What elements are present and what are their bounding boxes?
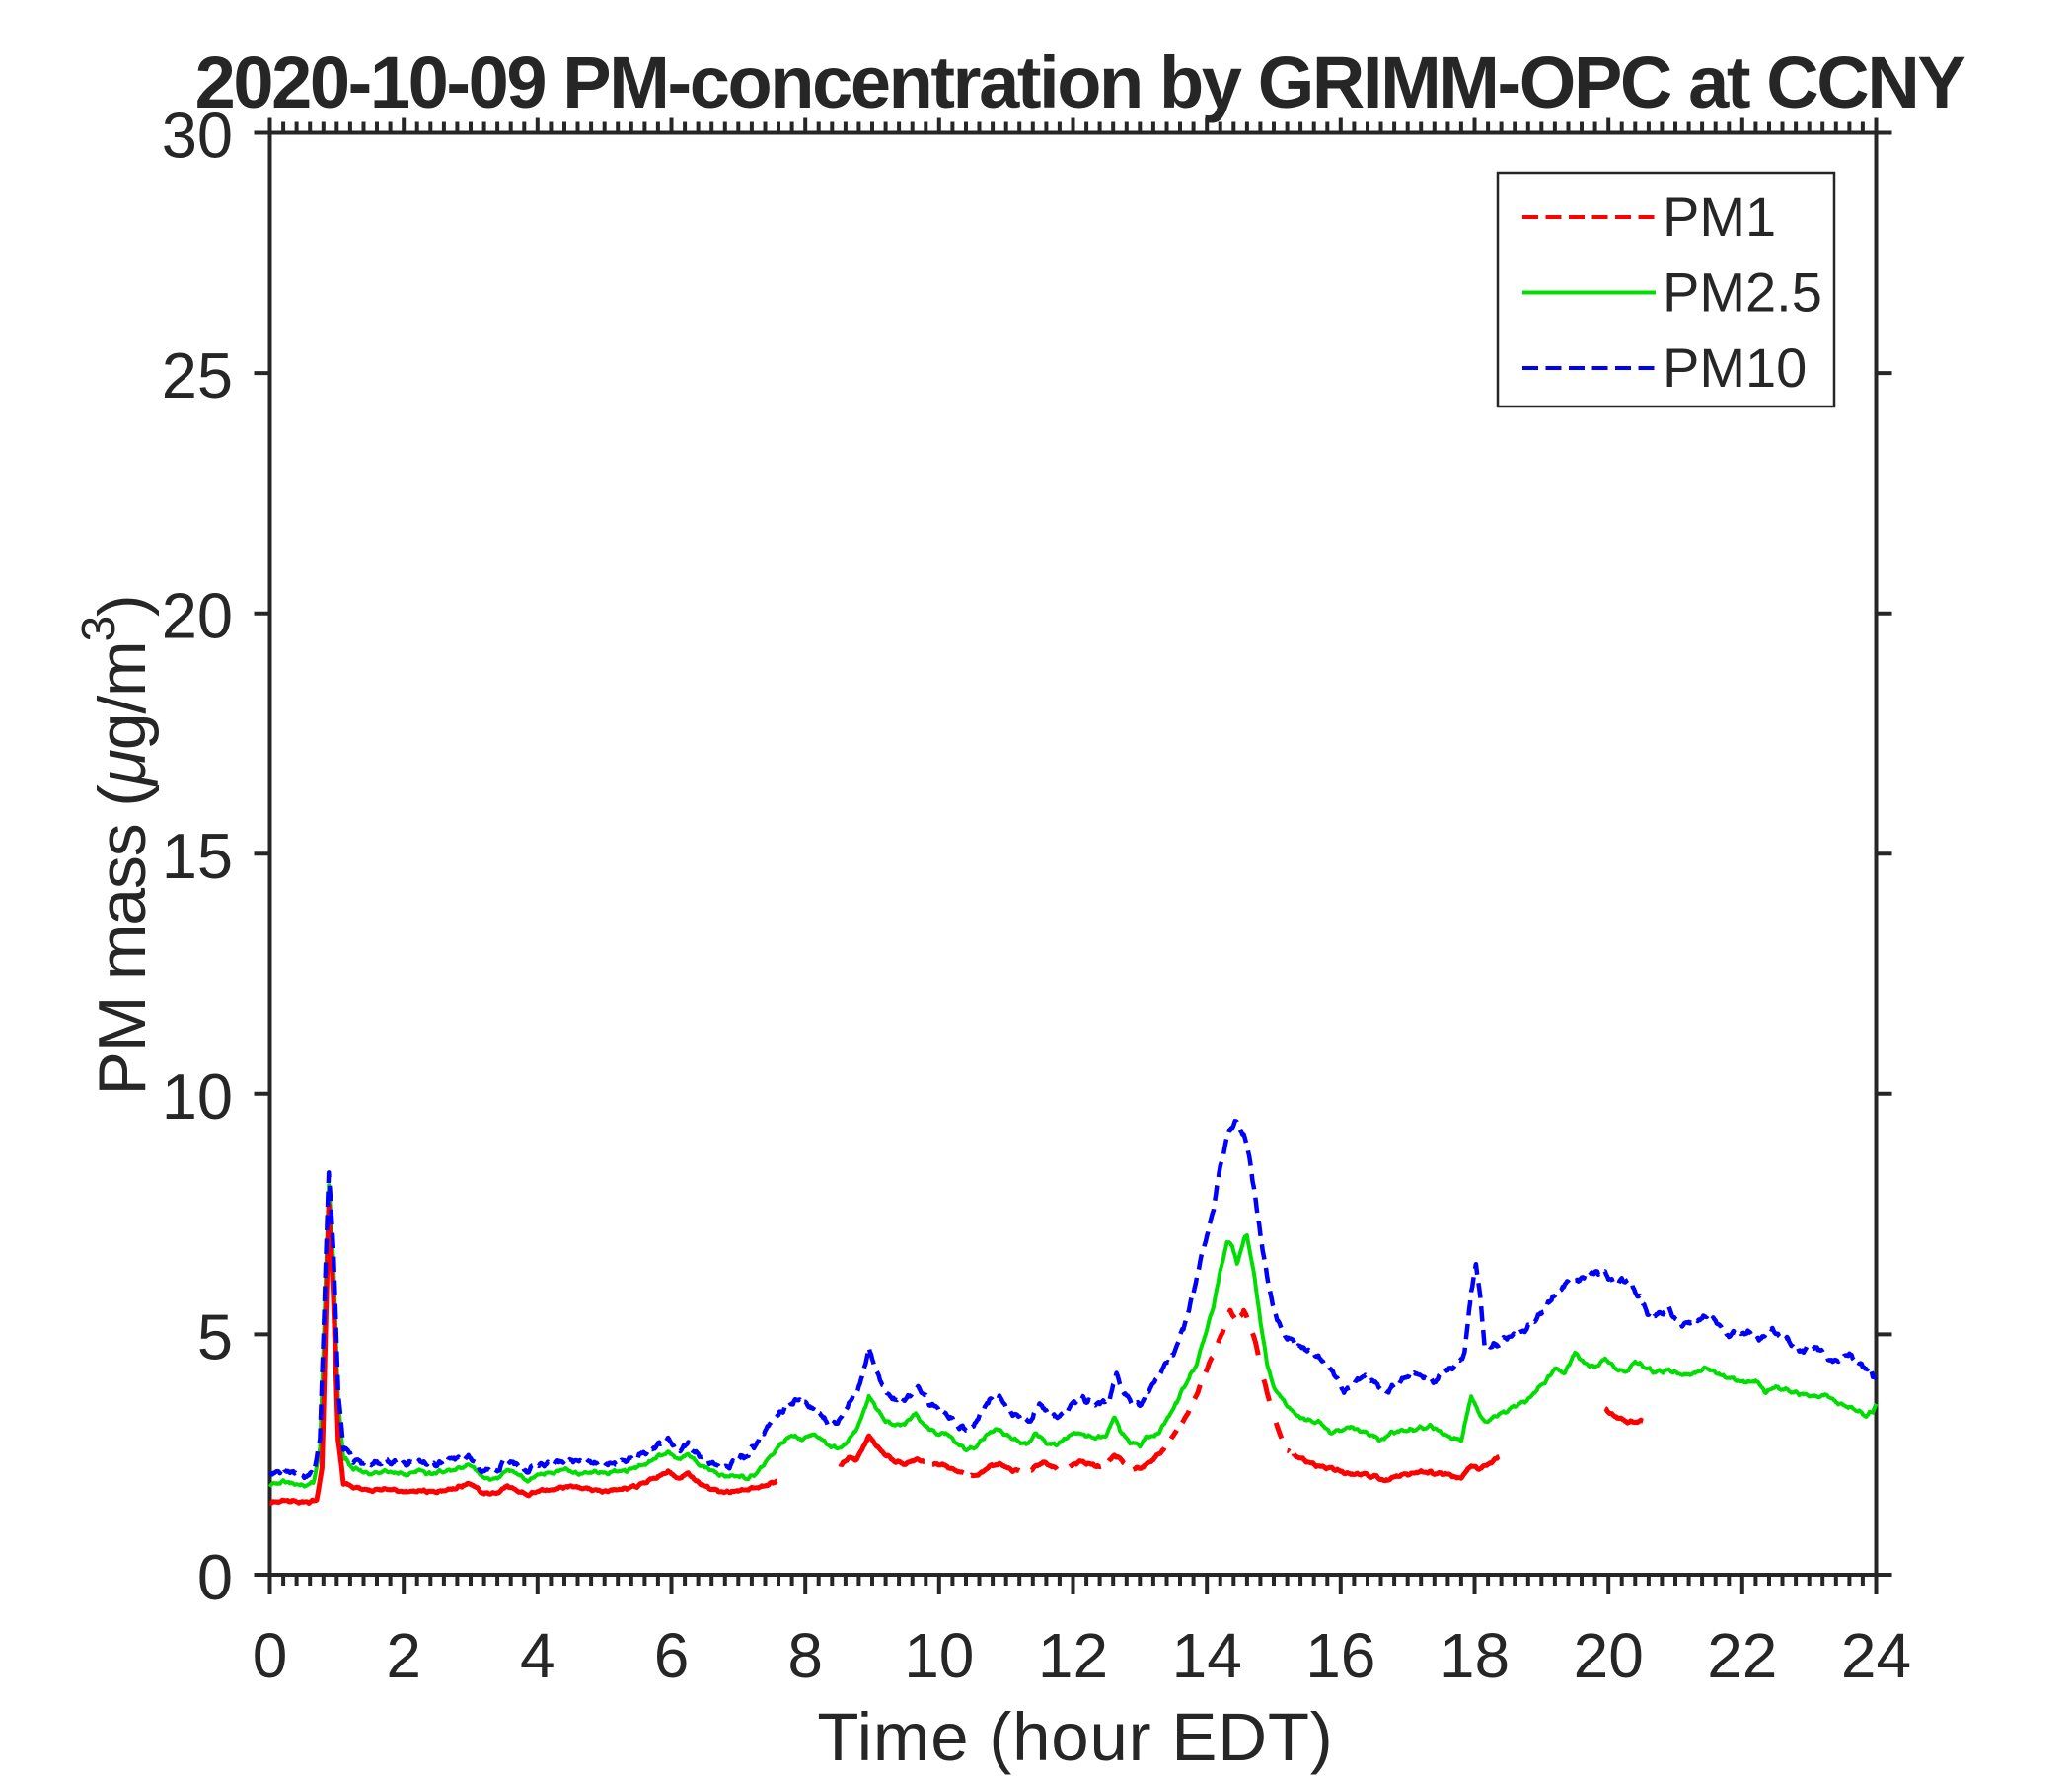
svg-text:14: 14 [1172, 1620, 1242, 1691]
svg-text:30: 30 [162, 100, 233, 172]
svg-text:0: 0 [197, 1541, 233, 1613]
svg-text:2020-10-09 PM-concentration by: 2020-10-09 PM-concentration by GRIMM-OPC… [195, 41, 1966, 123]
svg-text:4: 4 [520, 1620, 555, 1691]
svg-text:20: 20 [1574, 1620, 1644, 1691]
svg-text:PM1: PM1 [1663, 185, 1776, 248]
svg-text:16: 16 [1305, 1620, 1375, 1691]
svg-text:PM2.5: PM2.5 [1663, 261, 1822, 324]
svg-text:22: 22 [1707, 1620, 1777, 1691]
svg-text:Time (hour EDT): Time (hour EDT) [817, 1699, 1333, 1775]
svg-text:0: 0 [253, 1620, 288, 1691]
svg-text:10: 10 [162, 1061, 233, 1133]
svg-text:6: 6 [654, 1620, 690, 1691]
svg-text:5: 5 [197, 1300, 233, 1372]
svg-text:8: 8 [787, 1620, 823, 1691]
svg-text:15: 15 [162, 820, 233, 892]
svg-text:10: 10 [904, 1620, 974, 1691]
svg-text:24: 24 [1841, 1620, 1911, 1691]
svg-text:12: 12 [1038, 1620, 1108, 1691]
svg-text:18: 18 [1440, 1620, 1510, 1691]
svg-text:25: 25 [162, 339, 233, 411]
svg-text:PM10: PM10 [1663, 336, 1807, 399]
svg-text:20: 20 [162, 580, 233, 652]
svg-text:2: 2 [386, 1620, 421, 1691]
svg-text:PM mass (μg/m3): PM mass (μg/m3) [73, 596, 160, 1096]
